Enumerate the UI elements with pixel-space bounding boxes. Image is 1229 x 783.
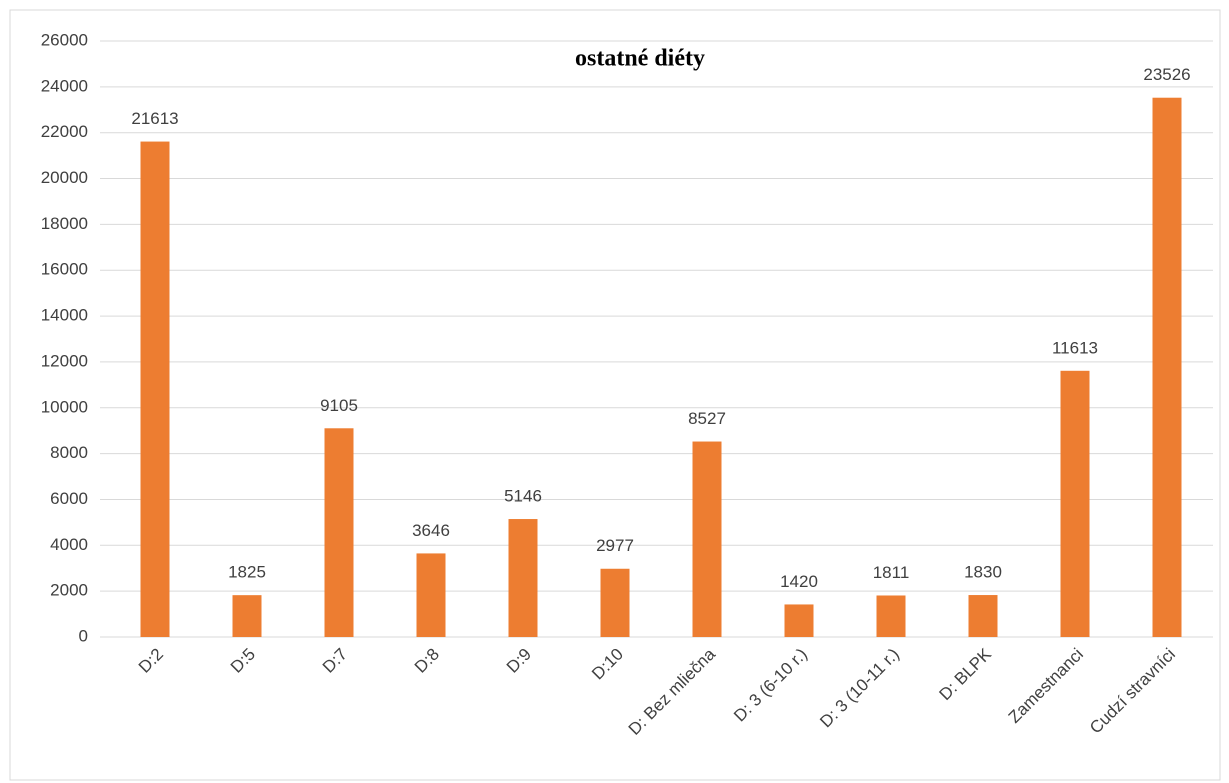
bar: [968, 595, 998, 637]
bar: [324, 428, 354, 637]
data-label: 2977: [596, 536, 634, 555]
data-label: 23526: [1143, 65, 1190, 84]
bar: [1060, 370, 1090, 637]
y-tick-label: 20000: [41, 168, 88, 187]
y-tick-label: 14000: [41, 306, 88, 325]
data-label: 1811: [873, 563, 910, 582]
y-tick-label: 16000: [41, 260, 88, 279]
data-label: 21613: [131, 109, 178, 128]
chart-title: ostatné diéty: [575, 46, 705, 72]
data-label: 1830: [964, 563, 1002, 582]
y-tick-label: 24000: [41, 76, 88, 95]
y-tick-label: 22000: [41, 122, 88, 141]
y-tick-label: 26000: [41, 30, 88, 49]
y-tick-label: 10000: [41, 397, 88, 416]
bar: [1152, 97, 1182, 638]
bar: [692, 441, 722, 637]
y-tick-label: 12000: [41, 351, 88, 370]
data-label: 1420: [780, 572, 818, 591]
bar: [140, 141, 170, 637]
y-tick-label: 18000: [41, 214, 88, 233]
data-label: 5146: [504, 487, 542, 506]
data-label: 9105: [320, 396, 358, 415]
data-label: 1825: [228, 563, 266, 582]
y-tick-label: 2000: [50, 581, 88, 600]
data-label: 8527: [688, 409, 726, 428]
y-tick-label: 0: [79, 626, 88, 645]
bar: [784, 604, 814, 637]
bar: [600, 568, 630, 637]
y-tick-label: 4000: [50, 535, 88, 554]
bar: [508, 519, 538, 637]
bar: [232, 595, 262, 637]
y-tick-label: 8000: [50, 443, 88, 462]
data-label: 11613: [1052, 338, 1098, 357]
y-tick-label: 6000: [50, 489, 88, 508]
chart-border: [9, 9, 1221, 781]
data-label: 3646: [412, 521, 450, 540]
bar: [876, 595, 906, 637]
bar: [416, 553, 446, 637]
